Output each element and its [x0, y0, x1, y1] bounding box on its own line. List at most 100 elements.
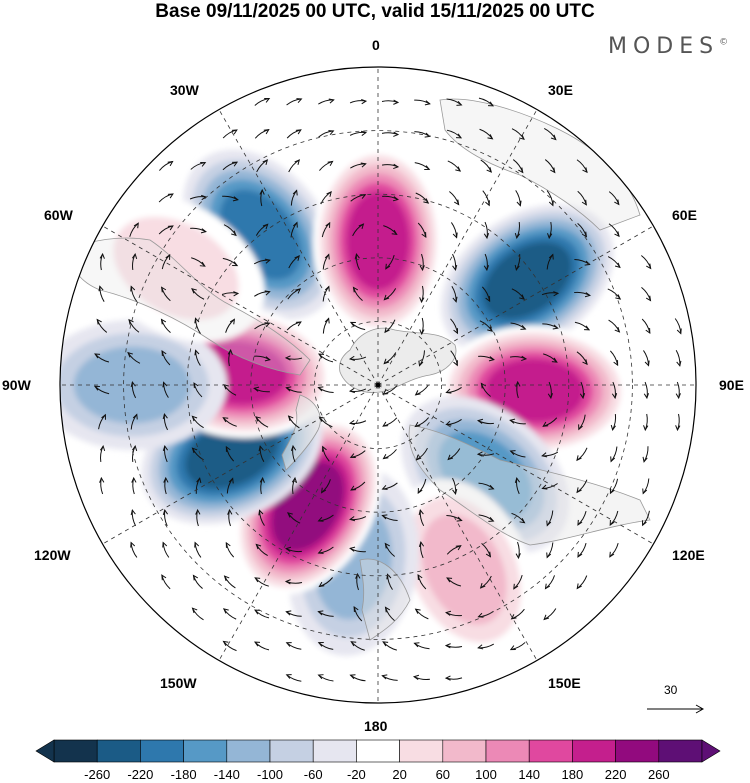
streamline-arrow — [642, 510, 650, 527]
colorbar-segment — [312, 739, 357, 763]
streamline-arrow — [285, 674, 302, 682]
streamline-arrow — [483, 221, 490, 240]
streamline-arrow — [576, 575, 588, 590]
streamline-arrow — [642, 478, 650, 495]
streamline-arrow — [348, 419, 367, 426]
colorbar-segment — [140, 739, 184, 763]
streamline-arrow — [509, 450, 526, 458]
streamline-arrow — [610, 350, 619, 367]
streamline-arrow — [287, 512, 301, 524]
streamline-arrow — [349, 98, 368, 105]
streamline-arrow — [225, 445, 235, 462]
streamline-arrow — [509, 355, 528, 362]
streamline-arrow — [515, 541, 521, 560]
streamline-arrow — [446, 129, 463, 139]
streamline-arrow — [161, 286, 171, 302]
streamline-arrow — [576, 447, 588, 462]
streamline-arrow — [290, 189, 298, 206]
streamline-arrow — [383, 288, 397, 301]
streamline-arrow — [445, 387, 462, 394]
streamline-arrow — [544, 128, 557, 141]
streamline-arrow — [417, 478, 427, 495]
streamline-arrow — [254, 97, 271, 106]
streamline-arrow — [476, 418, 494, 425]
streamline-arrow — [192, 574, 203, 589]
colorbar-tick: 20 — [392, 767, 407, 782]
streamline-arrow — [642, 446, 649, 463]
streamline-arrow — [417, 574, 427, 590]
streamline-arrow — [579, 381, 586, 400]
streamline-arrow — [675, 349, 682, 367]
streamline-arrow — [127, 351, 141, 364]
streamline-arrow — [608, 319, 621, 333]
streamline-arrow — [259, 188, 265, 207]
streamline-arrow — [574, 321, 591, 331]
colorbar-tick: -20 — [346, 767, 366, 782]
streamline-arrow — [381, 482, 398, 490]
streamline-arrow — [254, 609, 270, 619]
streamline-arrow — [446, 577, 462, 587]
streamline-arrow — [413, 642, 430, 650]
streamline-arrow — [483, 253, 490, 272]
colorbar-segment — [528, 739, 573, 763]
streamline-arrow — [414, 162, 431, 170]
streamline-arrow — [322, 253, 330, 270]
brand-mark: © — [719, 37, 729, 48]
streamline-arrow — [609, 543, 619, 558]
colorbar-segment — [399, 739, 444, 763]
streamline-arrow — [511, 512, 526, 524]
streamline-arrow — [610, 414, 617, 432]
streamline-arrow — [284, 546, 302, 553]
streamline-arrow — [544, 159, 556, 174]
streamline-arrow — [285, 386, 302, 393]
streamline-arrow — [546, 542, 554, 559]
streamline-arrow — [415, 192, 430, 204]
streamline-arrow — [131, 252, 138, 270]
streamline-arrow — [542, 417, 558, 427]
streamline-arrow — [383, 352, 397, 365]
streamline-arrow — [222, 608, 237, 620]
streamline-arrow — [607, 288, 622, 300]
streamline-arrow — [641, 287, 652, 302]
streamline-arrow — [609, 510, 619, 527]
streamline-arrow — [226, 477, 234, 494]
streamline-arrow — [611, 381, 618, 400]
streamline-arrow — [479, 320, 493, 332]
lon-label-90e: 90E — [719, 377, 744, 393]
lon-label-90w: 90W — [2, 377, 31, 393]
streamline-arrow — [291, 476, 298, 495]
streamline-arrow — [225, 541, 235, 558]
streamline-arrow — [98, 413, 106, 430]
streamline-arrow — [385, 255, 395, 270]
streamline-arrow — [675, 381, 681, 400]
streamline-arrow — [576, 479, 588, 494]
lon-label-120w: 120W — [34, 547, 71, 563]
streamline-arrow — [541, 451, 559, 458]
streamline-arrow — [476, 451, 495, 457]
streamline-arrow — [161, 253, 171, 270]
streamline-arrow — [94, 353, 110, 363]
lon-label-30w: 30W — [170, 82, 199, 98]
streamline-arrow — [480, 159, 493, 173]
colorbar-tick: -180 — [170, 767, 197, 782]
lon-label-120e: 120E — [672, 547, 705, 563]
colorbar-segment — [226, 739, 271, 763]
streamline-arrow — [414, 384, 429, 396]
colorbar-tick: 220 — [604, 767, 627, 782]
streamline-arrow — [352, 223, 365, 237]
streamline-arrow — [544, 575, 556, 590]
meridian-line — [377, 109, 538, 386]
streamline-arrow — [478, 514, 495, 522]
streamline-arrow — [255, 223, 269, 236]
anomaly-level — [421, 514, 507, 625]
streamline-arrow — [287, 288, 302, 300]
streamline-arrow — [543, 353, 558, 363]
streamline-arrow — [255, 543, 268, 557]
streamline-arrow — [512, 159, 524, 174]
streamline-arrow — [608, 223, 620, 238]
streamline-arrow — [254, 129, 270, 139]
streamline-arrow — [419, 253, 425, 272]
colorbar-segment — [485, 739, 530, 763]
streamline-arrow — [546, 510, 554, 527]
streamline-arrow — [189, 194, 208, 201]
